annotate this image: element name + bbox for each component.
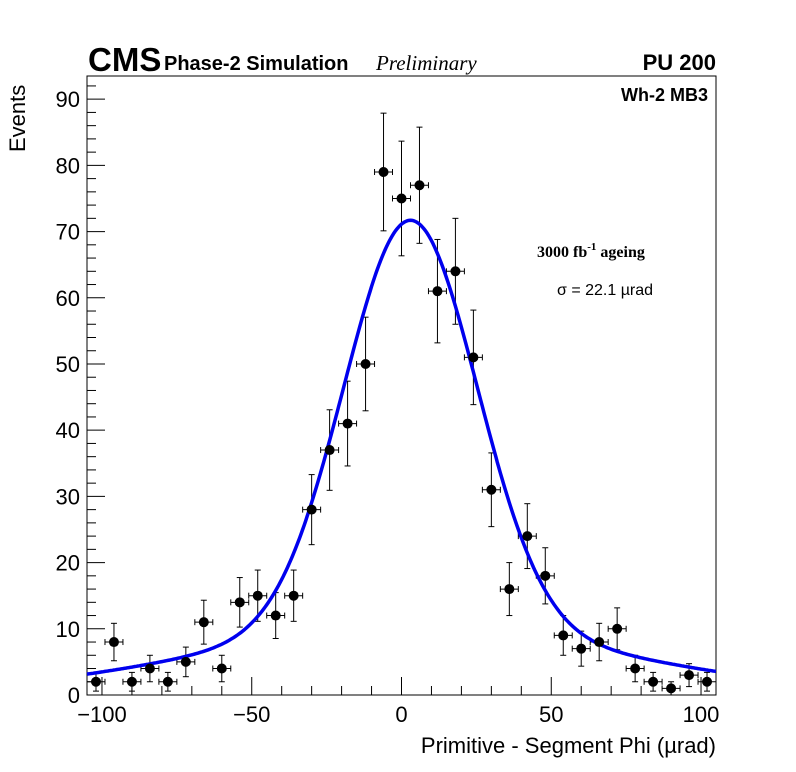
data-point	[666, 683, 677, 694]
data-point	[684, 670, 695, 681]
y-tick-label: 10	[56, 617, 80, 642]
y-tick-label: 30	[56, 484, 80, 509]
data-point	[378, 166, 389, 177]
phase2-label: Phase-2 Simulation	[164, 53, 349, 75]
ageing-label: 3000 fb-1 ageing	[537, 241, 645, 261]
ageing-exponent: -1	[587, 241, 596, 253]
data-point	[558, 630, 569, 641]
data-point	[450, 266, 461, 277]
x-tick-label: −100	[77, 702, 127, 727]
data-point	[414, 180, 425, 191]
fit-curve	[86, 218, 717, 676]
data-point	[288, 590, 299, 601]
data-point	[342, 418, 353, 429]
data-point	[216, 663, 227, 674]
y-tick-label: 50	[56, 352, 80, 377]
axis-ticks	[87, 85, 702, 696]
data-point	[486, 484, 497, 495]
x-tick-label: −50	[233, 702, 270, 727]
data-point	[126, 676, 137, 687]
y-tick-label: 60	[56, 286, 80, 311]
ageing-tail: ageing	[596, 244, 644, 261]
data-point	[630, 663, 641, 674]
y-tick-label: 70	[56, 220, 80, 245]
region-label: Wh-2 MB3	[621, 85, 708, 105]
data-point	[522, 531, 533, 542]
x-tick-label: 50	[539, 702, 563, 727]
preliminary-label: Preliminary	[375, 51, 477, 75]
data-point	[432, 286, 443, 297]
y-tick-label: 90	[56, 87, 80, 112]
pileup-label: PU 200	[643, 50, 716, 75]
data-point	[234, 597, 245, 608]
data-point	[306, 504, 317, 515]
x-tick-label: 0	[395, 702, 407, 727]
data-point	[252, 590, 263, 601]
data-point	[90, 676, 101, 687]
sigma-label: σ = 22.1 µrad	[557, 282, 653, 299]
y-tick-label: 80	[56, 153, 80, 178]
data-point	[396, 193, 407, 204]
data-point	[144, 663, 155, 674]
data-point	[198, 617, 209, 628]
data-point	[270, 610, 281, 621]
y-axis-label: Events	[5, 85, 30, 152]
y-tick-label: 40	[56, 418, 80, 443]
x-axis-label: Primitive - Segment Phi (µrad)	[421, 733, 716, 758]
y-tick-label: 20	[56, 551, 80, 576]
y-tick-label: 0	[68, 683, 80, 708]
data-point	[576, 643, 587, 654]
data-point	[324, 445, 335, 456]
data-point	[468, 352, 479, 363]
data-point	[540, 570, 551, 581]
data-point	[594, 637, 605, 648]
data-points	[90, 166, 713, 694]
data-point	[360, 358, 371, 369]
data-point	[702, 676, 713, 687]
data-point	[612, 623, 623, 634]
cms-label: CMS	[88, 41, 161, 78]
x-tick-label: 100	[683, 702, 720, 727]
data-point	[180, 656, 191, 667]
tick-labels: −100 −50 0 50 100 0 10 20 30 40 50 60 70 80 90	[56, 87, 720, 727]
data-point	[504, 584, 515, 595]
data-point	[108, 637, 119, 648]
ageing-lumi: 3000 fb	[537, 244, 587, 261]
data-point	[648, 676, 659, 687]
data-point	[162, 676, 173, 687]
